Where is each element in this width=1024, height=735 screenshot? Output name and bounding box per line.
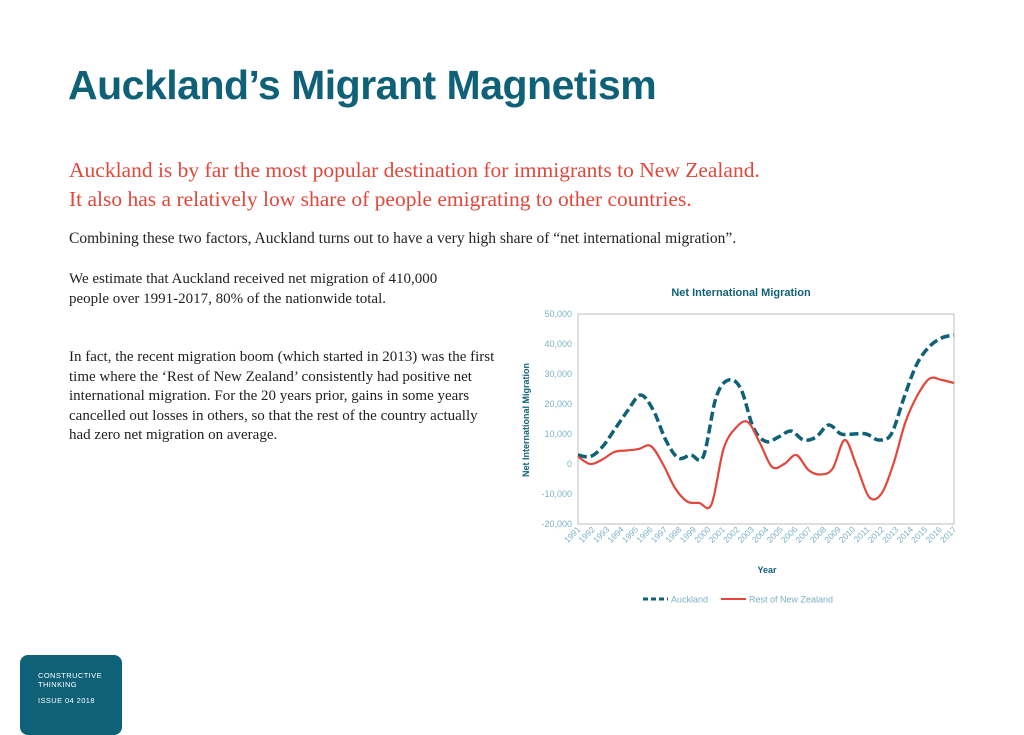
footer-publication: CONSTRUCTIVE THINKING [38, 671, 102, 689]
lead-text: Auckland is by far the most popular dest… [69, 156, 969, 214]
footer-issue: ISSUE 04 2018 [38, 696, 95, 705]
legend-rest-label: Rest of New Zealand [749, 595, 833, 605]
legend: Auckland Rest of New Zealand [643, 595, 833, 605]
x-axis-ticks: 1991199219931994199519961997199819992000… [562, 524, 959, 545]
y-tick-label: 0 [567, 459, 572, 469]
y-tick-label: -20,000 [541, 519, 572, 529]
lead-line-2: It also has a relatively low share of pe… [69, 187, 692, 211]
y-tick-label: -10,000 [541, 489, 572, 499]
series-lines [577, 333, 955, 510]
legend-auckland-label: Auckland [671, 595, 708, 605]
x-axis-title: Year [757, 565, 777, 575]
plot-area [577, 313, 955, 525]
chart-svg: Net International Migration Net Internat… [521, 287, 959, 605]
y-axis-ticks: -20,000 -10,000 0 10,000 20,000 30,000 40,000 5… [541, 309, 572, 529]
page-title: Auckland’s Migrant Magnetism [68, 62, 657, 108]
y-tick-label: 50,000 [544, 309, 572, 319]
lead-line-1: Auckland is by far the most popular dest… [69, 158, 760, 182]
x-tick-label: 2017 [938, 524, 959, 545]
paragraph-net-migration: We estimate that Auckland received net m… [69, 271, 438, 307]
y-tick-label: 30,000 [544, 369, 572, 379]
migration-chart: Net International Migration Net Internat… [510, 276, 970, 621]
y-tick-label: 20,000 [544, 399, 572, 409]
chart-title: Net International Migration [671, 287, 811, 299]
y-tick-label: 10,000 [544, 429, 572, 439]
paragraph-migration-boom: In fact, the recent migration boom (whic… [69, 349, 495, 443]
y-tick-label: 40,000 [544, 339, 572, 349]
series-line-auckland [577, 333, 955, 462]
y-axis-title: Net International Migration [521, 363, 531, 477]
footer-badge: CONSTRUCTIVE THINKING ISSUE 04 2018 [20, 655, 122, 735]
series-line-rest-of-nz [577, 376, 955, 510]
subtitle: Combining these two factors, Auckland tu… [69, 230, 737, 247]
